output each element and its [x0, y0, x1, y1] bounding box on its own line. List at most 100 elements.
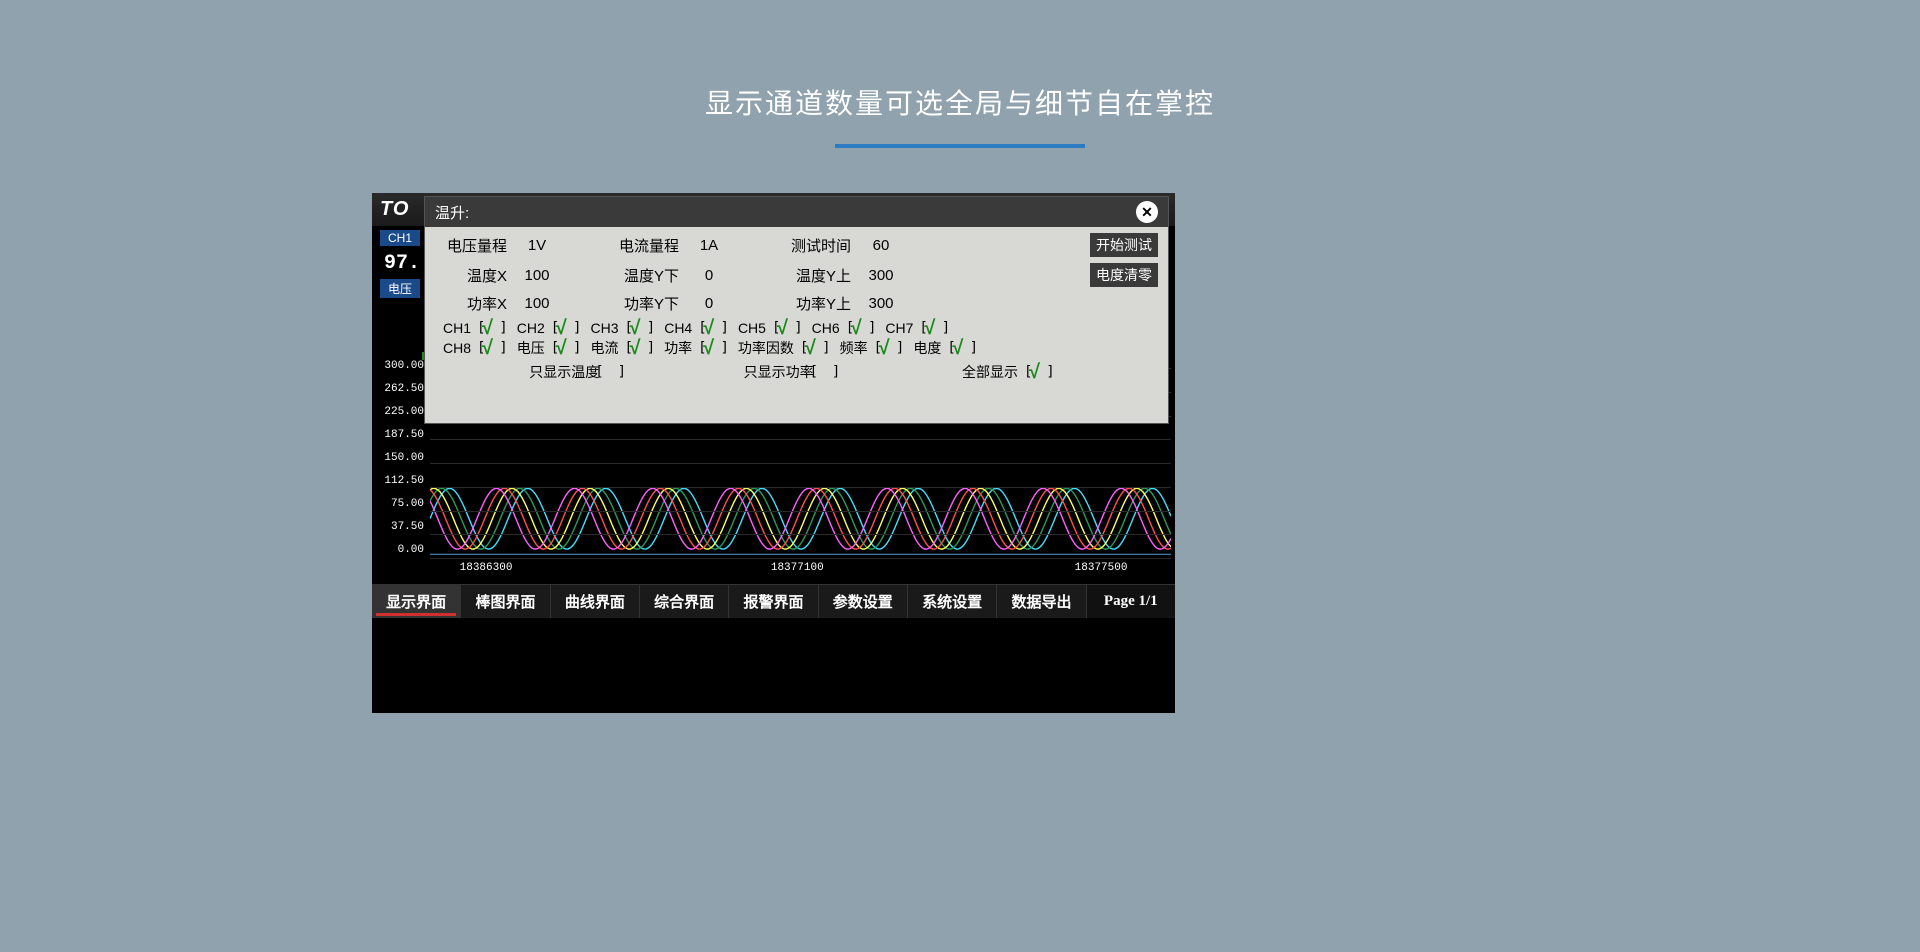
channel-toggle-label: CH4 [664, 320, 692, 336]
channel-toggle[interactable]: CH5 [ ]√ [738, 320, 802, 336]
x-tick-label: 18386300 [460, 562, 513, 574]
channel-toggle[interactable]: 功率因数[ ]√ [738, 338, 830, 358]
channel-toggle-label: CH1 [443, 320, 471, 336]
x-tick-label: 18377100 [771, 562, 824, 574]
channel-select-row-1: CH1[ ]√CH2[ ]√CH3[ ]√CH4[ ]√CH5[ ]√CH6[ … [435, 320, 1158, 336]
channel-toggle-label: 电度 [913, 338, 941, 358]
y-tick-label: 300.00 [384, 360, 424, 372]
partial-value-left: 97. [384, 252, 420, 275]
checkbox-icon: [ ]√ [1024, 364, 1054, 380]
checkbox-icon: [ ]√ [551, 320, 581, 336]
nav-tab[interactable]: 数据导出 [997, 585, 1086, 618]
checkbox-icon: [ ]√ [846, 320, 876, 336]
channel-toggle[interactable]: CH1[ ]√ [443, 320, 507, 336]
y-tick-label: 262.50 [384, 383, 424, 395]
nav-tab[interactable]: 显示界面 [372, 585, 461, 618]
y-axis: 300.00262.50225.00187.50150.00112.5075.0… [372, 366, 428, 561]
page-indicator: Page 1/1 [1087, 585, 1175, 618]
channel-toggle-label: CH8 [443, 340, 471, 356]
bottom-tab-bar: 显示界面棒图界面曲线界面综合界面报警界面参数设置系统设置数据导出Page 1/1 [372, 584, 1175, 618]
channel-toggle[interactable]: CH7 [ ]√ [885, 320, 949, 336]
channel-toggle[interactable]: 全部显示 [ ]√ [958, 362, 1054, 382]
checkbox-icon: [ ]√ [772, 320, 802, 336]
channel-toggle[interactable]: 电压 [ ]√ [517, 338, 581, 358]
dialog-body: 电压量程1V电流量程1A测试时间60开始测试温度X100温度Y下0温度Y上300… [425, 227, 1168, 386]
checkbox-icon: [ ]√ [698, 340, 728, 356]
settings-dialog: 温升: ✕ 电压量程1V电流量程1A测试时间60开始测试温度X100温度Y下0温… [424, 196, 1169, 424]
param-value[interactable]: 60 [851, 237, 911, 254]
param-label: 温度X [435, 265, 507, 286]
channel-toggle-label: 功率因数 [738, 338, 794, 358]
channel-toggle[interactable]: 只显示温度 [ ] [529, 362, 625, 382]
channel-toggle[interactable]: CH4 [ ]√ [664, 320, 728, 336]
channel-toggle-label: CH6 [812, 320, 840, 336]
channel-toggle-label: CH2 [517, 320, 545, 336]
checkbox-icon: [ ]√ [477, 340, 507, 356]
param-row: 电压量程1V电流量程1A测试时间60开始测试 [435, 233, 1158, 257]
channel-select-row-2: CH8[ ]√电压[ ]√电流[ ]√功率[ ]√功率因数[ ]√频率[ ]√电… [435, 338, 1158, 358]
nav-tab[interactable]: 系统设置 [908, 585, 997, 618]
channel-toggle-label: 功率 [664, 338, 692, 358]
channel-toggle-label: 只显示温度 [529, 362, 589, 382]
nav-tab[interactable]: 曲线界面 [551, 585, 640, 618]
channel-toggle[interactable]: CH2 [ ]√ [517, 320, 581, 336]
channel-toggle[interactable]: CH3[ ]√ [590, 320, 654, 336]
channel-toggle[interactable]: 电流[ ]√ [590, 338, 654, 358]
nav-tab[interactable]: 棒图界面 [461, 585, 550, 618]
checkbox-icon: [ ]√ [874, 340, 904, 356]
y-tick-label: 187.50 [384, 429, 424, 441]
channel-toggle-label: CH7 [885, 320, 913, 336]
y-tick-label: 225.00 [384, 406, 424, 418]
start-test-button[interactable]: 开始测试 [1090, 233, 1158, 257]
channel-toggle-label: 全部显示 [958, 362, 1018, 382]
param-label: 功率Y上 [779, 293, 851, 314]
voltage-label: 电压 [380, 279, 420, 298]
title-underline [835, 144, 1085, 148]
checkbox-icon: [ ]√ [551, 340, 581, 356]
param-value[interactable]: 100 [507, 267, 567, 284]
param-row: 温度X100温度Y下0温度Y上300电度清零 [435, 263, 1158, 287]
param-value[interactable]: 300 [851, 295, 911, 312]
logo-text: TO [380, 198, 409, 221]
nav-tab[interactable]: 报警界面 [729, 585, 818, 618]
channel-toggle[interactable]: CH8 [ ]√ [443, 340, 507, 356]
y-tick-label: 37.50 [391, 521, 424, 533]
checkbox-icon: [ ] [595, 364, 625, 380]
y-tick-label: 112.50 [384, 475, 424, 487]
nav-tab[interactable]: 综合界面 [640, 585, 729, 618]
channel-toggle-label: 电压 [517, 338, 545, 358]
param-label: 测试时间 [779, 235, 851, 256]
y-tick-label: 150.00 [384, 452, 424, 464]
channel-toggle-label: 只显示功率 [744, 362, 804, 382]
channel-toggle[interactable]: 功率 [ ]√ [664, 338, 728, 358]
param-value[interactable]: 1V [507, 237, 567, 254]
close-button[interactable]: ✕ [1136, 201, 1158, 223]
channel-toggle-label: CH5 [738, 320, 766, 336]
wave-trace [430, 488, 1171, 549]
channel-toggle-label: CH3 [590, 320, 618, 336]
clear-kwh-button[interactable]: 电度清零 [1090, 263, 1158, 287]
checkbox-icon: [ ]√ [624, 340, 654, 356]
param-value[interactable]: 0 [679, 295, 739, 312]
param-label: 温度Y下 [607, 265, 679, 286]
nav-tab[interactable]: 参数设置 [819, 585, 908, 618]
checkbox-icon: [ ]√ [698, 320, 728, 336]
display-mode-row: 只显示温度 [ ] 只显示功率[ ] 全部显示 [ ]√ [435, 362, 1158, 382]
param-value[interactable]: 0 [679, 267, 739, 284]
device-screen: TO CH1 ℃ 97. .54 电压 电度 37 温升: ✕ 电压量程1V电流… [372, 193, 1175, 713]
x-tick-label: 18377500 [1075, 562, 1128, 574]
param-value[interactable]: 300 [851, 267, 911, 284]
page-title: 显示通道数量可选全局与细节自在掌控 [0, 0, 1920, 122]
param-row: 功率X100 功率Y下0 功率Y上300 [435, 293, 1158, 314]
channel-toggle[interactable]: CH6 [ ]√ [812, 320, 876, 336]
param-label: 功率X [435, 293, 507, 314]
channel-toggle[interactable]: 电度[ ]√ [913, 338, 977, 358]
channel-toggle[interactable]: 频率[ ]√ [840, 338, 904, 358]
param-value[interactable]: 1A [679, 237, 739, 254]
y-tick-label: 75.00 [391, 498, 424, 510]
param-value[interactable]: 100 [507, 295, 567, 312]
param-label: 功率Y下 [607, 293, 679, 314]
checkbox-icon: [ ]√ [919, 320, 949, 336]
param-label: 电压量程 [435, 235, 507, 256]
channel-toggle[interactable]: 只显示功率[ ] [744, 362, 840, 382]
